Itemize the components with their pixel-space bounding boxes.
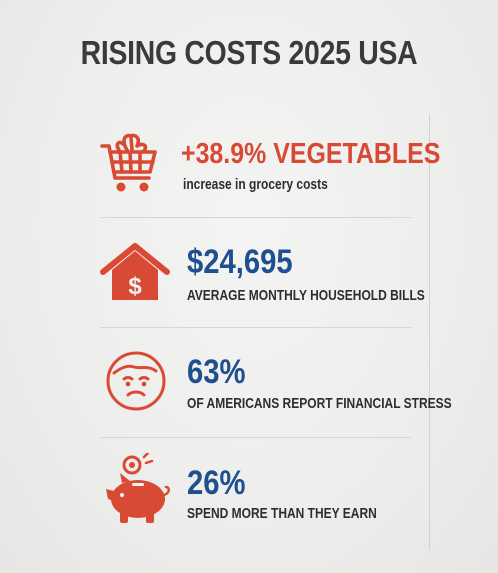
svg-text:$: $: [128, 273, 142, 300]
stat-caption-stress: OF AMERICANS REPORT FINANCIAL STRESS: [187, 395, 452, 412]
row-divider: [100, 327, 411, 328]
house-dollar-icon: $: [100, 243, 170, 300]
stat-value-spending: 26%: [187, 464, 246, 502]
vertical-divider: [429, 114, 430, 550]
piggy-bank-icon: [106, 453, 170, 523]
stat-value-stress: 63%: [187, 353, 246, 391]
row-divider: [100, 437, 411, 438]
stat-caption-spending: SPEND MORE THAN THEY EARN: [187, 505, 377, 522]
stat-caption-grocery: increase in grocery costs: [183, 176, 328, 193]
row-divider: [100, 217, 411, 218]
shopping-cart-vegetables-icon: [100, 133, 157, 192]
stat-caption-household: AVERAGE MONTHLY HOUSEHOLD BILLS: [187, 287, 425, 304]
stat-value-grocery: +38.9% VEGETABLES: [181, 138, 441, 170]
infographic-title: RISING COSTS 2025 USA: [80, 34, 418, 71]
stat-value-household: $24,695: [187, 243, 293, 281]
stressed-face-icon: [106, 351, 166, 411]
